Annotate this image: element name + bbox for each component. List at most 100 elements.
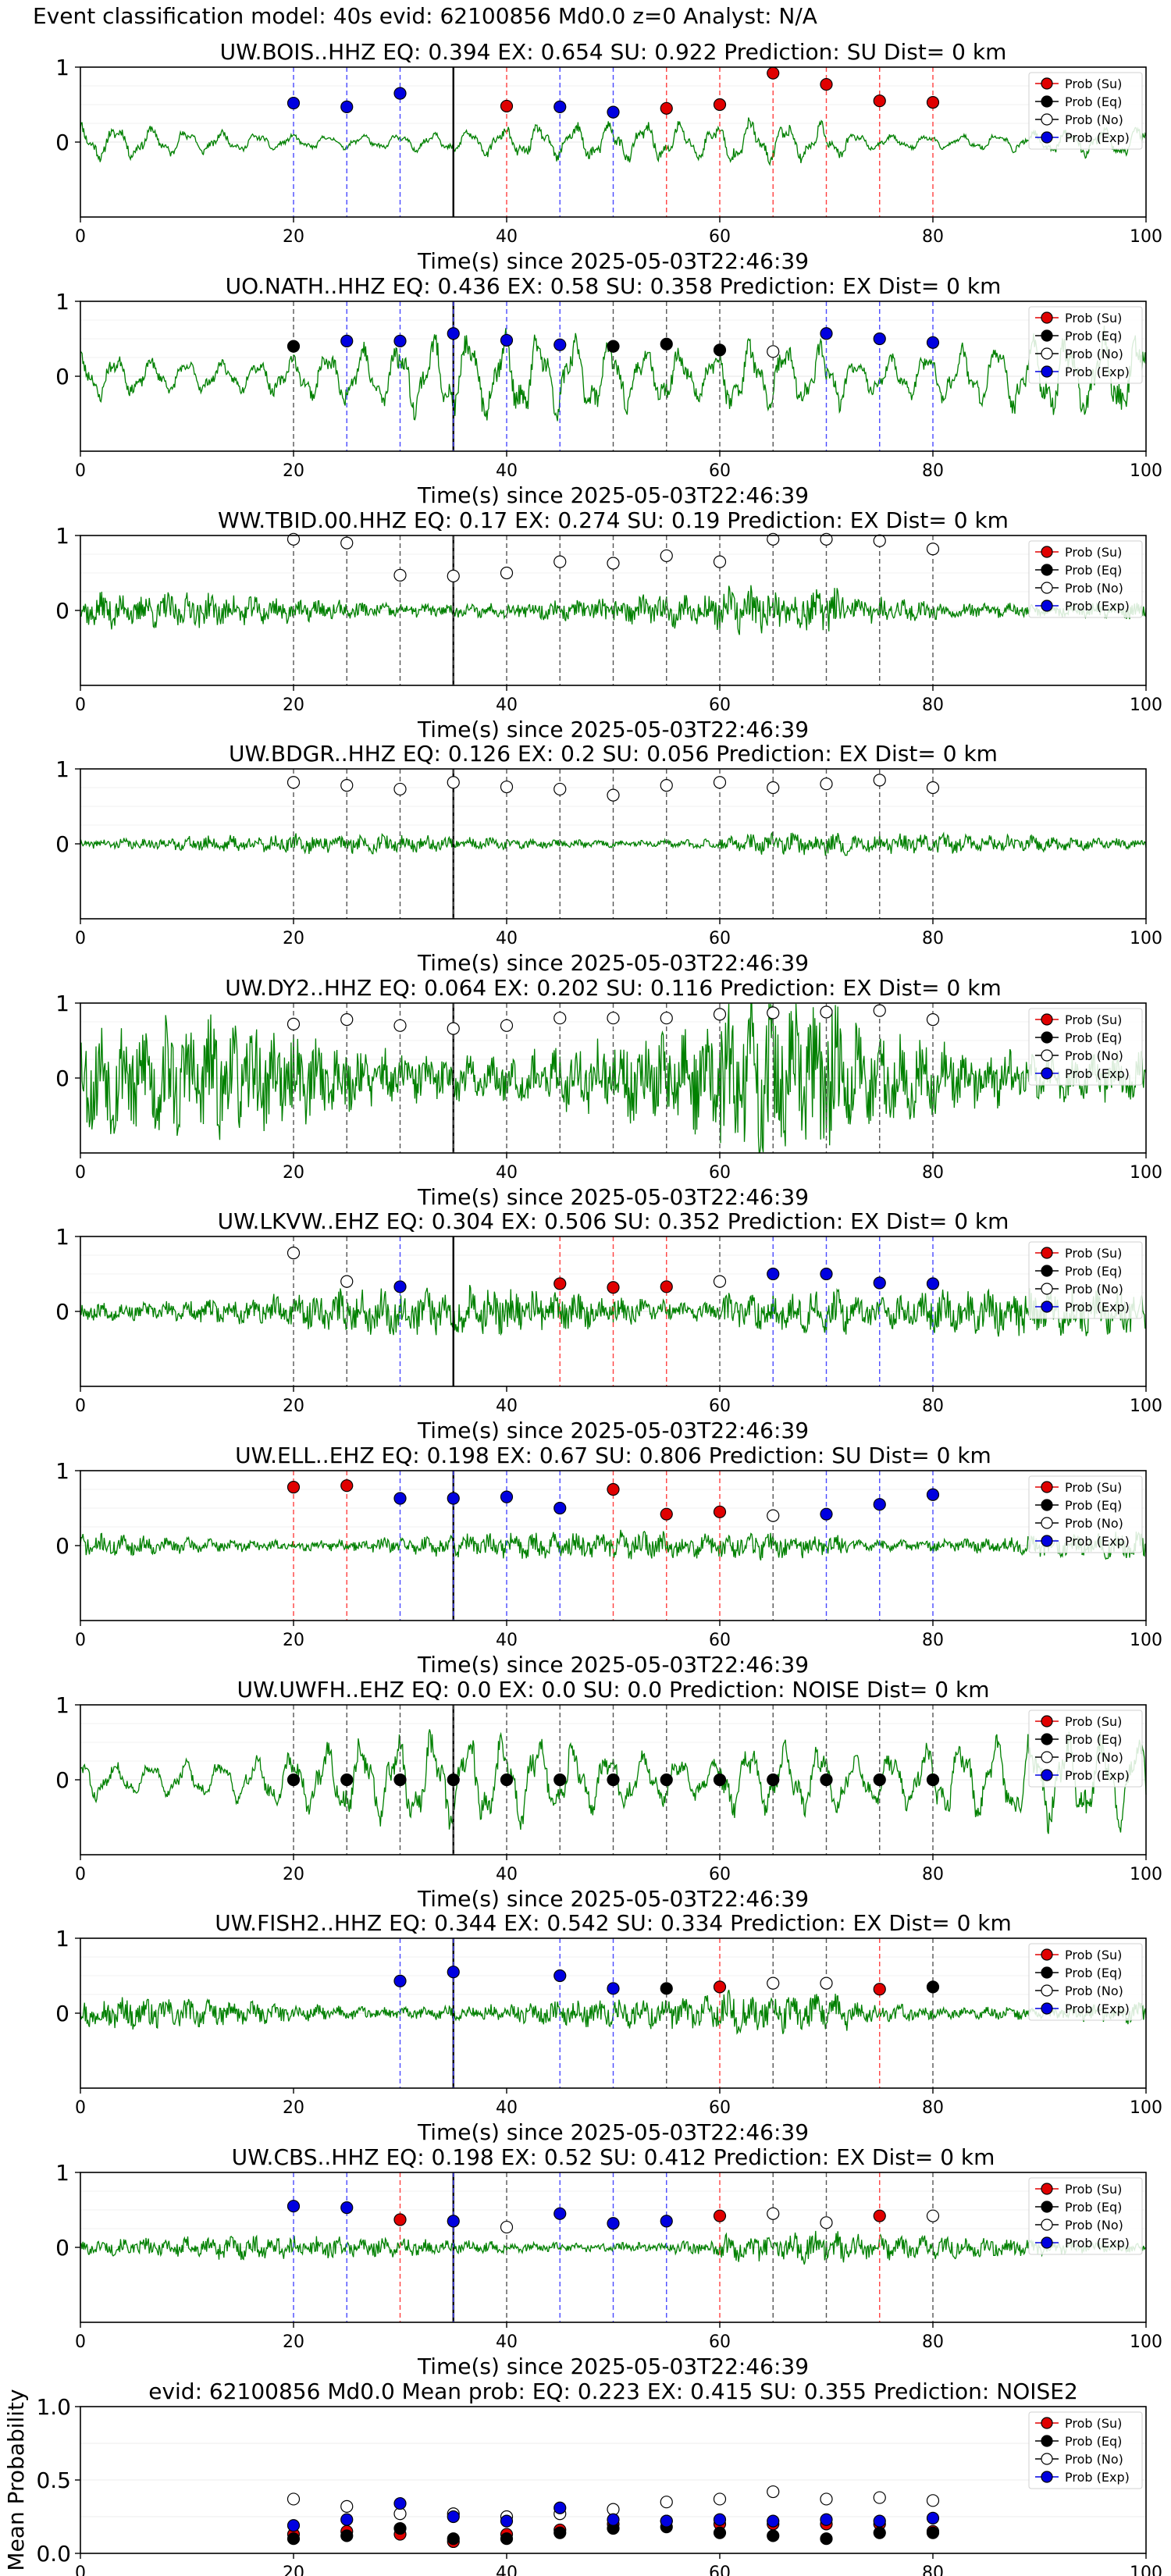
- mean-point-no: [926, 2494, 940, 2507]
- x-tick-label: 60: [709, 227, 731, 247]
- legend-label: Prob (Su): [1065, 1948, 1122, 1962]
- legend-marker: [1041, 311, 1053, 324]
- x-tick-label: 80: [922, 227, 944, 247]
- waveform-trace: [80, 1989, 1147, 2035]
- mean-probability-panel: 0.0 0.5 1.0 0 20 40 60 80 100 evid: 62100856 Md0.…: [3, 2379, 1162, 2576]
- x-tick-label: 100: [1130, 1163, 1162, 1183]
- prob-point-exp: [393, 1280, 407, 1293]
- prob-point-no: [713, 1008, 727, 1021]
- x-tick-label: 20: [283, 1397, 304, 1416]
- y-tick-label: 0: [55, 2001, 69, 2026]
- legend-marker: [1041, 1499, 1053, 1511]
- mean-point-eq: [713, 2526, 727, 2539]
- mean-point-no: [713, 2492, 727, 2506]
- legend-marker: [1041, 2435, 1053, 2447]
- prob-point-exp: [447, 1966, 460, 1979]
- panel-title: UW.ELL..EHZ EQ: 0.198 EX: 0.67 SU: 0.806…: [235, 1443, 991, 1468]
- prob-point-exp: [553, 1501, 567, 1515]
- prob-point-no: [553, 782, 567, 796]
- mean-point-exp: [926, 2511, 940, 2524]
- prob-point-eq: [447, 1773, 460, 1787]
- x-tick-label: 60: [709, 461, 731, 481]
- x-axis-label: Time(s) since 2025-05-03T22:46:39: [417, 1184, 809, 1210]
- x-tick-label: 60: [709, 2098, 731, 2118]
- prob-point-exp: [926, 1277, 940, 1290]
- x-tick-label: 80: [922, 2564, 944, 2576]
- mean-point-eq: [500, 2532, 514, 2546]
- prob-point-no: [713, 776, 727, 789]
- x-tick-label: 40: [496, 227, 518, 247]
- legend-marker: [1041, 1517, 1053, 1529]
- prob-point-eq: [607, 340, 620, 353]
- x-tick-label: 20: [283, 461, 304, 481]
- x-tick-label: 0: [75, 1397, 86, 1416]
- x-tick-label: 60: [709, 1397, 731, 1416]
- x-tick-label: 20: [283, 2564, 304, 2576]
- prob-point-exp: [873, 332, 886, 346]
- x-tick-label: 20: [283, 2098, 304, 2118]
- prob-point-no: [287, 1247, 301, 1260]
- legend-box: [1028, 1241, 1143, 1319]
- y-tick-label: 0: [55, 1299, 69, 1325]
- prob-point-no: [340, 536, 354, 550]
- prob-point-exp: [500, 333, 514, 347]
- x-tick-label: 60: [709, 2332, 731, 2352]
- legend-marker: [1041, 1535, 1053, 1547]
- x-tick-label: 0: [75, 2332, 86, 2352]
- legend-label: Prob (No): [1065, 2218, 1123, 2233]
- legend-box: [1028, 540, 1143, 618]
- x-axis-label: Time(s) since 2025-05-03T22:46:39: [417, 1418, 809, 1443]
- mean-point-exp: [660, 2514, 673, 2528]
- x-tick-label: 40: [496, 1397, 518, 1416]
- x-tick-label: 0: [75, 1631, 86, 1650]
- mean-point-no: [820, 2492, 833, 2506]
- legend-label: Prob (Exp): [1065, 2470, 1130, 2485]
- mean-point-no: [873, 2491, 886, 2504]
- x-tick-label: 80: [922, 461, 944, 481]
- legend-marker: [1041, 1984, 1053, 1997]
- prob-point-eq: [393, 1773, 407, 1787]
- x-tick-label: 40: [496, 929, 518, 948]
- prob-point-no: [447, 569, 460, 582]
- y-tick-label: 1: [55, 1224, 69, 1250]
- mean-point-exp: [287, 2519, 301, 2532]
- prob-point-eq: [926, 1773, 940, 1787]
- mean-point-eq: [340, 2529, 354, 2542]
- x-tick-label: 40: [496, 1865, 518, 1884]
- prob-point-eq: [500, 1773, 514, 1787]
- mean-point-exp: [767, 2514, 780, 2528]
- prob-point-no: [393, 568, 407, 582]
- prob-point-no: [926, 781, 940, 795]
- mean-point-eq: [926, 2526, 940, 2539]
- prob-point-no: [447, 1022, 460, 1035]
- prob-point-eq: [553, 1773, 567, 1787]
- legend-label: Prob (No): [1065, 1282, 1123, 1297]
- x-axis-label: Time(s) since 2025-05-03T22:46:39: [417, 482, 809, 508]
- x-tick-label: 0: [75, 696, 86, 715]
- prob-point-exp: [820, 1267, 833, 1281]
- x-tick-label: 40: [496, 2098, 518, 2118]
- x-axis-label: Time(s) since 2025-05-03T22:46:39: [417, 717, 809, 742]
- prob-point-exp: [553, 100, 567, 113]
- prob-point-exp: [553, 1969, 567, 1983]
- legend-label: Prob (Su): [1065, 2416, 1122, 2431]
- prob-point-exp: [393, 1492, 407, 1505]
- x-tick-label: 80: [922, 2332, 944, 2352]
- x-tick-label: 100: [1130, 1631, 1162, 1650]
- y-tick-label: 0: [55, 598, 69, 624]
- prob-point-su: [340, 1479, 354, 1493]
- legend-label: Prob (No): [1065, 581, 1123, 596]
- prob-point-no: [873, 774, 886, 787]
- panel-title: UW.BOIS..HHZ EQ: 0.394 EX: 0.654 SU: 0.9…: [220, 39, 1007, 65]
- legend-box: [1028, 1943, 1143, 2021]
- panel-title: UW.DY2..HHZ EQ: 0.064 EX: 0.202 SU: 0.11…: [225, 975, 1002, 1001]
- waveform-trace: [80, 117, 1147, 166]
- mean-point-exp: [713, 2513, 727, 2526]
- waveform-trace: [80, 831, 1147, 856]
- x-tick-label: 60: [709, 1163, 731, 1183]
